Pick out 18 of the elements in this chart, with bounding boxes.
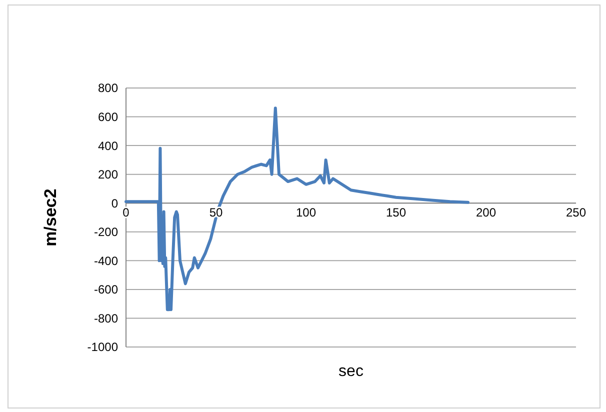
y-tick-label: 600 — [98, 110, 118, 124]
x-tick-label: 150 — [386, 206, 406, 220]
x-tick-label: 250 — [566, 206, 586, 220]
x-tick-label: 200 — [476, 206, 496, 220]
y-tick-label: -600 — [94, 282, 118, 297]
y-tick-label: 400 — [98, 138, 118, 153]
y-tick-label: 0 — [111, 196, 118, 210]
line-series — [124, 106, 470, 312]
y-axis-title: m/sec2 — [41, 188, 60, 246]
x-axis-title: sec — [338, 363, 364, 380]
y-tick-label: 200 — [98, 168, 118, 182]
x-tick-label: 0 — [122, 206, 130, 220]
y-tick-label: -800 — [94, 311, 118, 326]
y-tick-label: 800 — [98, 81, 118, 96]
x-tick-label: 100 — [296, 206, 316, 220]
y-tick-label: -1000 — [87, 340, 118, 354]
y-tick-label: -400 — [94, 254, 118, 268]
y-tick-label: -200 — [94, 225, 118, 240]
